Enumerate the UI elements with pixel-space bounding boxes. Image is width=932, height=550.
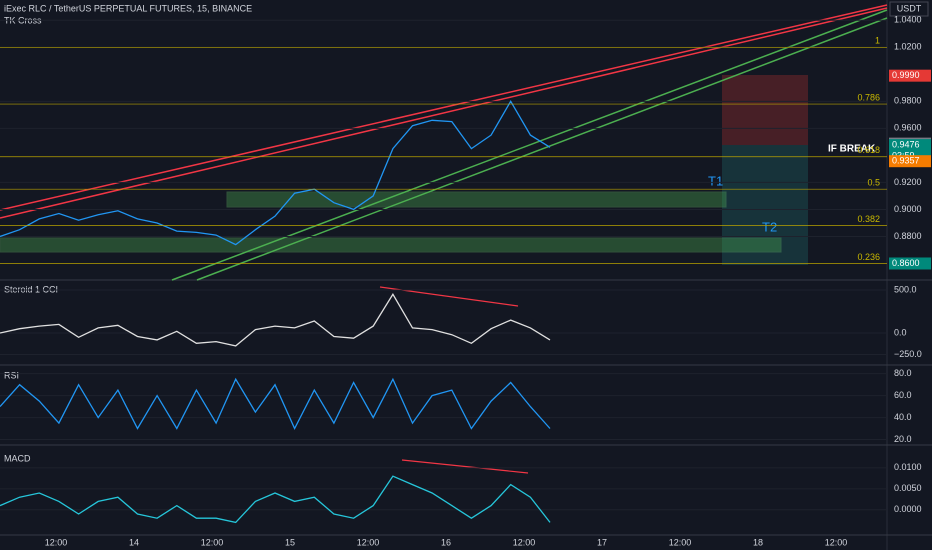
- price-badge: [889, 69, 931, 82]
- x-tick-label: 18: [753, 537, 763, 547]
- panel-label: RSI: [4, 370, 19, 380]
- y-tick-label: 1.0200: [894, 42, 922, 52]
- x-tick-label: 16: [441, 537, 451, 547]
- trend-line: [171, 9, 888, 281]
- y-tick-label: 0.0100: [894, 462, 922, 472]
- y-tick-label: 0.9800: [894, 96, 922, 106]
- price-badge-label: 0.9990: [892, 70, 920, 80]
- currency[interactable]: USDT: [897, 3, 922, 13]
- y-tick-label: 60.0: [894, 390, 912, 400]
- y-tick-label: 0.8800: [894, 231, 922, 241]
- x-tick-label: 12:00: [669, 537, 692, 547]
- x-tick-label: 14: [129, 537, 139, 547]
- series-line: [0, 293, 551, 347]
- fib-label: 1: [875, 36, 880, 46]
- x-tick-label: 12:00: [357, 537, 380, 547]
- price-badge-label: 0.9357: [892, 156, 920, 166]
- x-tick-label: 12:00: [513, 537, 536, 547]
- annotation: T1: [708, 173, 723, 188]
- target-zone: [722, 145, 808, 265]
- y-tick-label: 0.9200: [894, 177, 922, 187]
- annotation: T2: [762, 219, 777, 234]
- price-badge-label: 0.8600: [892, 258, 920, 268]
- series-line: [0, 377, 551, 431]
- y-tick-label: 1.0400: [894, 15, 922, 25]
- y-tick-label: 0.0000: [894, 504, 922, 514]
- fib-label: 0.5: [867, 178, 880, 188]
- y-tick-label: 40.0: [894, 412, 912, 422]
- y-tick-label: 0.0: [894, 327, 907, 337]
- support-zone: [226, 191, 727, 208]
- panel-label: MACD: [4, 453, 31, 463]
- y-tick-label: 0.9600: [894, 123, 922, 133]
- fib-label: 0.382: [857, 214, 880, 224]
- x-tick-label: 12:00: [825, 537, 848, 547]
- price-badge: [889, 155, 931, 168]
- support-zone: [0, 237, 782, 253]
- stop-zone: [722, 75, 808, 145]
- panel-label: Steroid 1 CCI: [4, 284, 58, 294]
- y-tick-label: 500.0: [894, 284, 917, 294]
- trend-line: [0, 7, 888, 219]
- x-tick-label: 17: [597, 537, 607, 547]
- series-line: [0, 100, 551, 246]
- x-tick-label: 12:00: [201, 537, 224, 547]
- series-line: [0, 475, 551, 524]
- price-badge: [889, 139, 931, 152]
- trend-line: [0, 4, 888, 211]
- y-tick-label: 20.0: [894, 434, 912, 444]
- price-badge: [889, 257, 931, 270]
- divergence-line: [401, 459, 529, 474]
- y-tick-label: 80.0: [894, 368, 912, 378]
- fib-label: 0.786: [857, 92, 880, 102]
- x-tick-label: 12:00: [45, 537, 68, 547]
- symbol-title: iExec RLC / TetherUS PERPETUAL FUTURES, …: [4, 3, 252, 13]
- price-badge-label: 0.9476: [892, 139, 920, 149]
- y-tick-label: 0.9000: [894, 204, 922, 214]
- currency-box[interactable]: [889, 1, 929, 17]
- y-tick-label: −250.0: [894, 349, 922, 359]
- y-tick-label: 0.0050: [894, 483, 922, 493]
- fib-label: 0.236: [857, 252, 880, 262]
- annotation: IF BREAK: [828, 144, 876, 155]
- x-tick-label: 15: [285, 537, 295, 547]
- fib-label: 0.618: [857, 145, 880, 155]
